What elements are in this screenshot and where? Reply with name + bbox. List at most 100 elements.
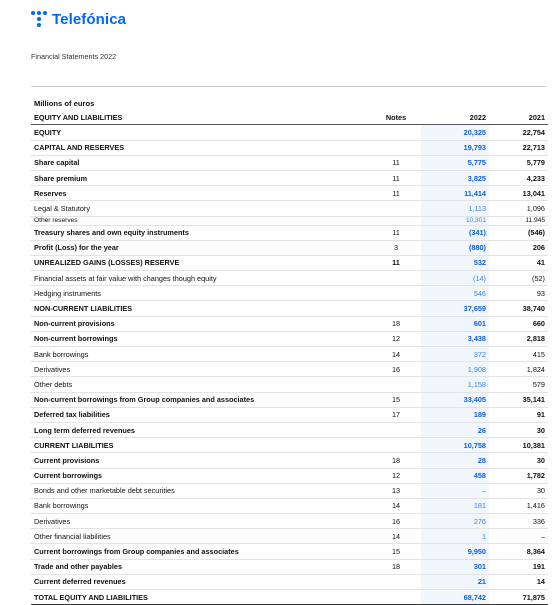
row-label: EQUITY xyxy=(31,124,371,141)
table-row: EQUITY 20,325 22,754 xyxy=(31,124,548,141)
table-row: UNREALIZED GAINS (LOSSES) RESERVE 11 532 41 xyxy=(31,255,548,272)
row-value-2021: 22,754 xyxy=(489,124,548,141)
row-notes: 18 xyxy=(371,559,421,575)
row-label: CURRENT LIABILITIES xyxy=(31,437,371,454)
row-label: Current provisions xyxy=(31,452,371,469)
column-header-2021: 2021 xyxy=(489,110,548,126)
row-label: Non-current borrowings from Group compan… xyxy=(31,392,371,408)
row-notes: 12 xyxy=(371,331,421,348)
row-value-2022: 68,742 xyxy=(421,588,489,605)
row-notes: 15 xyxy=(371,543,421,560)
column-header-label: EQUITY AND LIABILITIES xyxy=(31,110,371,126)
row-label: Bank borrowings xyxy=(31,346,371,363)
row-label: Derivatives xyxy=(31,513,371,530)
row-value-2021: 660 xyxy=(489,316,548,332)
row-value-2021: 1,416 xyxy=(489,498,548,515)
row-notes xyxy=(371,300,421,317)
row-value-2021: 10,381 xyxy=(489,437,548,454)
table-row: Other reserves 10,301 11,945 xyxy=(31,216,548,226)
row-label: Treasury shares and own equity instrumen… xyxy=(31,225,371,241)
row-value-2021: 4,233 xyxy=(489,170,548,187)
row-value-2022: 11,414 xyxy=(421,185,489,202)
table-row: Non-current borrowings from Group compan… xyxy=(31,392,548,408)
row-notes: 11 xyxy=(371,255,421,272)
table-row: Profit (Loss) for the year 3 (880) 206 xyxy=(31,240,548,256)
row-notes xyxy=(371,376,421,393)
row-value-2022: 458 xyxy=(421,468,489,484)
row-notes: 18 xyxy=(371,452,421,469)
row-notes xyxy=(371,588,421,605)
table-row: NON-CURRENT LIABILITIES 37,659 38,740 xyxy=(31,300,548,317)
row-value-2021: 1,782 xyxy=(489,468,548,484)
total-row: TOTAL EQUITY AND LIABILITIES 68,742 71,875 xyxy=(31,588,548,605)
row-label: Share capital xyxy=(31,155,371,171)
row-label: NON-CURRENT LIABILITIES xyxy=(31,300,371,317)
row-value-2021: 30 xyxy=(489,483,548,499)
row-value-2021: 1,824 xyxy=(489,361,548,378)
table-row: Current borrowings 12 458 1,782 xyxy=(31,468,548,484)
row-label: Profit (Loss) for the year xyxy=(31,240,371,256)
row-label: Current borrowings xyxy=(31,468,371,484)
row-notes: 11 xyxy=(371,155,421,171)
row-value-2022: 26 xyxy=(421,422,489,439)
table-row: Bank borrowings 14 181 1,416 xyxy=(31,498,548,515)
row-value-2021: – xyxy=(489,528,548,545)
row-label: TOTAL EQUITY AND LIABILITIES xyxy=(31,588,371,605)
row-value-2022: 1,908 xyxy=(421,361,489,378)
row-notes: 16 xyxy=(371,513,421,530)
table-row: Other financial liabilities 14 1– xyxy=(31,528,548,545)
row-value-2022: 1 xyxy=(421,528,489,545)
table-row: Derivatives 16 1,908 1,824 xyxy=(31,361,548,378)
row-label: Non-current borrowings xyxy=(31,331,371,348)
row-value-2021: 41 xyxy=(489,255,548,272)
row-notes: 3 xyxy=(371,240,421,256)
row-value-2022: 9,950 xyxy=(421,543,489,560)
row-value-2021: 191 xyxy=(489,559,548,575)
table-title: Millions of euros xyxy=(34,98,95,108)
row-label: CAPITAL AND RESERVES xyxy=(31,140,371,156)
table-row: Treasury shares and own equity instrumen… xyxy=(31,225,548,241)
row-value-2021: (52) xyxy=(489,270,548,287)
row-notes xyxy=(371,437,421,454)
telefonica-logo-icon xyxy=(31,11,47,27)
row-notes: 18 xyxy=(371,316,421,332)
row-value-2022: 276 xyxy=(421,513,489,530)
row-notes xyxy=(371,270,421,287)
row-notes xyxy=(371,285,421,302)
row-value-2022: (14) xyxy=(421,270,489,287)
row-value-2022: 372 xyxy=(421,346,489,363)
row-label: Other debts xyxy=(31,376,371,393)
row-label: UNREALIZED GAINS (LOSSES) RESERVE xyxy=(31,255,371,272)
balance-sheet-table: Millions of euros EQUITY AND LIABILITIES… xyxy=(31,96,548,605)
row-label: Trade and other payables xyxy=(31,559,371,575)
row-value-2021: 8,364 xyxy=(489,543,548,560)
row-label: Other financial liabilities xyxy=(31,528,371,545)
row-notes: 17 xyxy=(371,407,421,423)
row-value-2022: 181 xyxy=(421,498,489,515)
row-value-2022: 10,758 xyxy=(421,437,489,454)
brand: Telefónica xyxy=(30,10,126,28)
table-title-row: Millions of euros xyxy=(31,96,548,110)
row-notes: 14 xyxy=(371,346,421,363)
table-row: Share capital 11 5,775 5,779 xyxy=(31,155,548,171)
row-value-2021: 93 xyxy=(489,285,548,302)
row-notes xyxy=(371,124,421,141)
row-value-2021: 91 xyxy=(489,407,548,423)
row-value-2022: 601 xyxy=(421,316,489,332)
row-value-2021: 579 xyxy=(489,376,548,393)
table-row: Bank borrowings 14 372 415 xyxy=(31,346,548,363)
row-value-2021: 1,096 xyxy=(489,200,548,217)
row-value-2022: 546 xyxy=(421,285,489,302)
row-value-2022: 10,301 xyxy=(421,216,489,226)
row-notes: 11 xyxy=(371,185,421,202)
row-label: Share premium xyxy=(31,170,371,187)
row-label: Legal & Statutory xyxy=(31,200,371,217)
table-row: Non-current borrowings 12 3,438 2,818 xyxy=(31,331,548,348)
divider xyxy=(31,86,546,87)
row-notes: 12 xyxy=(371,468,421,484)
table-row: Hedging instruments 546 93 xyxy=(31,285,548,302)
table-row: Non-current provisions 18 601 660 xyxy=(31,316,548,332)
row-value-2022: – xyxy=(421,483,489,499)
table-row: Reserves 11 11,414 13,041 xyxy=(31,185,548,202)
column-header-2022: 2022 xyxy=(421,110,489,126)
